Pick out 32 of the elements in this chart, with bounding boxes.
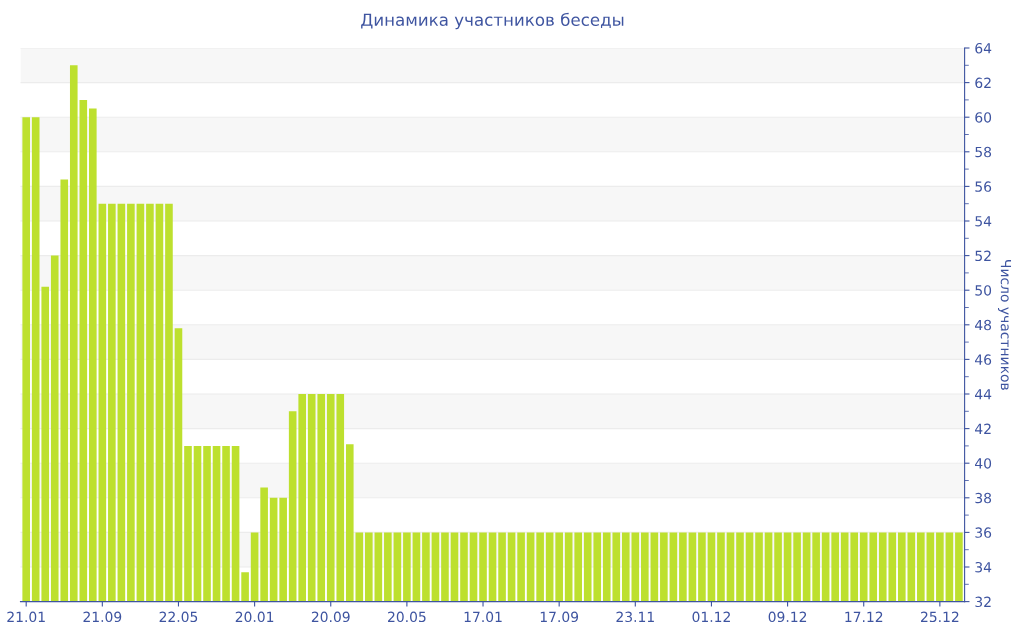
y-tick-label: 34 bbox=[975, 561, 992, 573]
y-tick-label: 54 bbox=[975, 216, 992, 227]
y-tick-label: 32 bbox=[975, 596, 991, 608]
y-tick-label: 58 bbox=[975, 146, 992, 158]
y-axis-title: Число участников bbox=[998, 260, 1012, 390]
x-tick-label: 01.12 bbox=[692, 611, 730, 623]
y-tick-label: 56 bbox=[975, 181, 992, 192]
chart-title: Динамика участников беседы bbox=[361, 12, 624, 30]
y-tick-label: 50 bbox=[975, 285, 992, 296]
x-tick-label: 25.12 bbox=[921, 611, 959, 623]
x-tick-label: 17.12 bbox=[845, 611, 883, 622]
x-tick-label: 23.11 bbox=[616, 611, 654, 623]
x-tick-label: 21.01 bbox=[7, 611, 45, 623]
x-tick-label: 20.05 bbox=[388, 611, 426, 623]
x-tick-label: 09.12 bbox=[768, 611, 807, 623]
y-tick-label: 40 bbox=[975, 458, 992, 469]
y-tick-label: 42 bbox=[975, 423, 991, 434]
y-tick-label: 62 bbox=[975, 77, 991, 89]
x-tick-label: 17.09 bbox=[540, 611, 579, 623]
x-tick-label: 17.01 bbox=[464, 611, 502, 623]
y-tick-label: 46 bbox=[975, 354, 992, 365]
x-tick-label: 21.09 bbox=[83, 611, 122, 623]
x-tick-label: 22.05 bbox=[159, 611, 198, 623]
x-tick-label: 20.09 bbox=[311, 611, 350, 623]
y-tick-label: 60 bbox=[975, 112, 992, 123]
y-tick-label: 38 bbox=[975, 492, 992, 504]
y-tick-label: 48 bbox=[975, 319, 992, 331]
y-tick-label: 44 bbox=[975, 389, 992, 400]
y-tick-label: 64 bbox=[975, 42, 992, 54]
y-tick-label: 52 bbox=[975, 250, 991, 262]
y-tick-label: 36 bbox=[975, 527, 992, 538]
x-tick-label: 20.01 bbox=[235, 611, 274, 623]
